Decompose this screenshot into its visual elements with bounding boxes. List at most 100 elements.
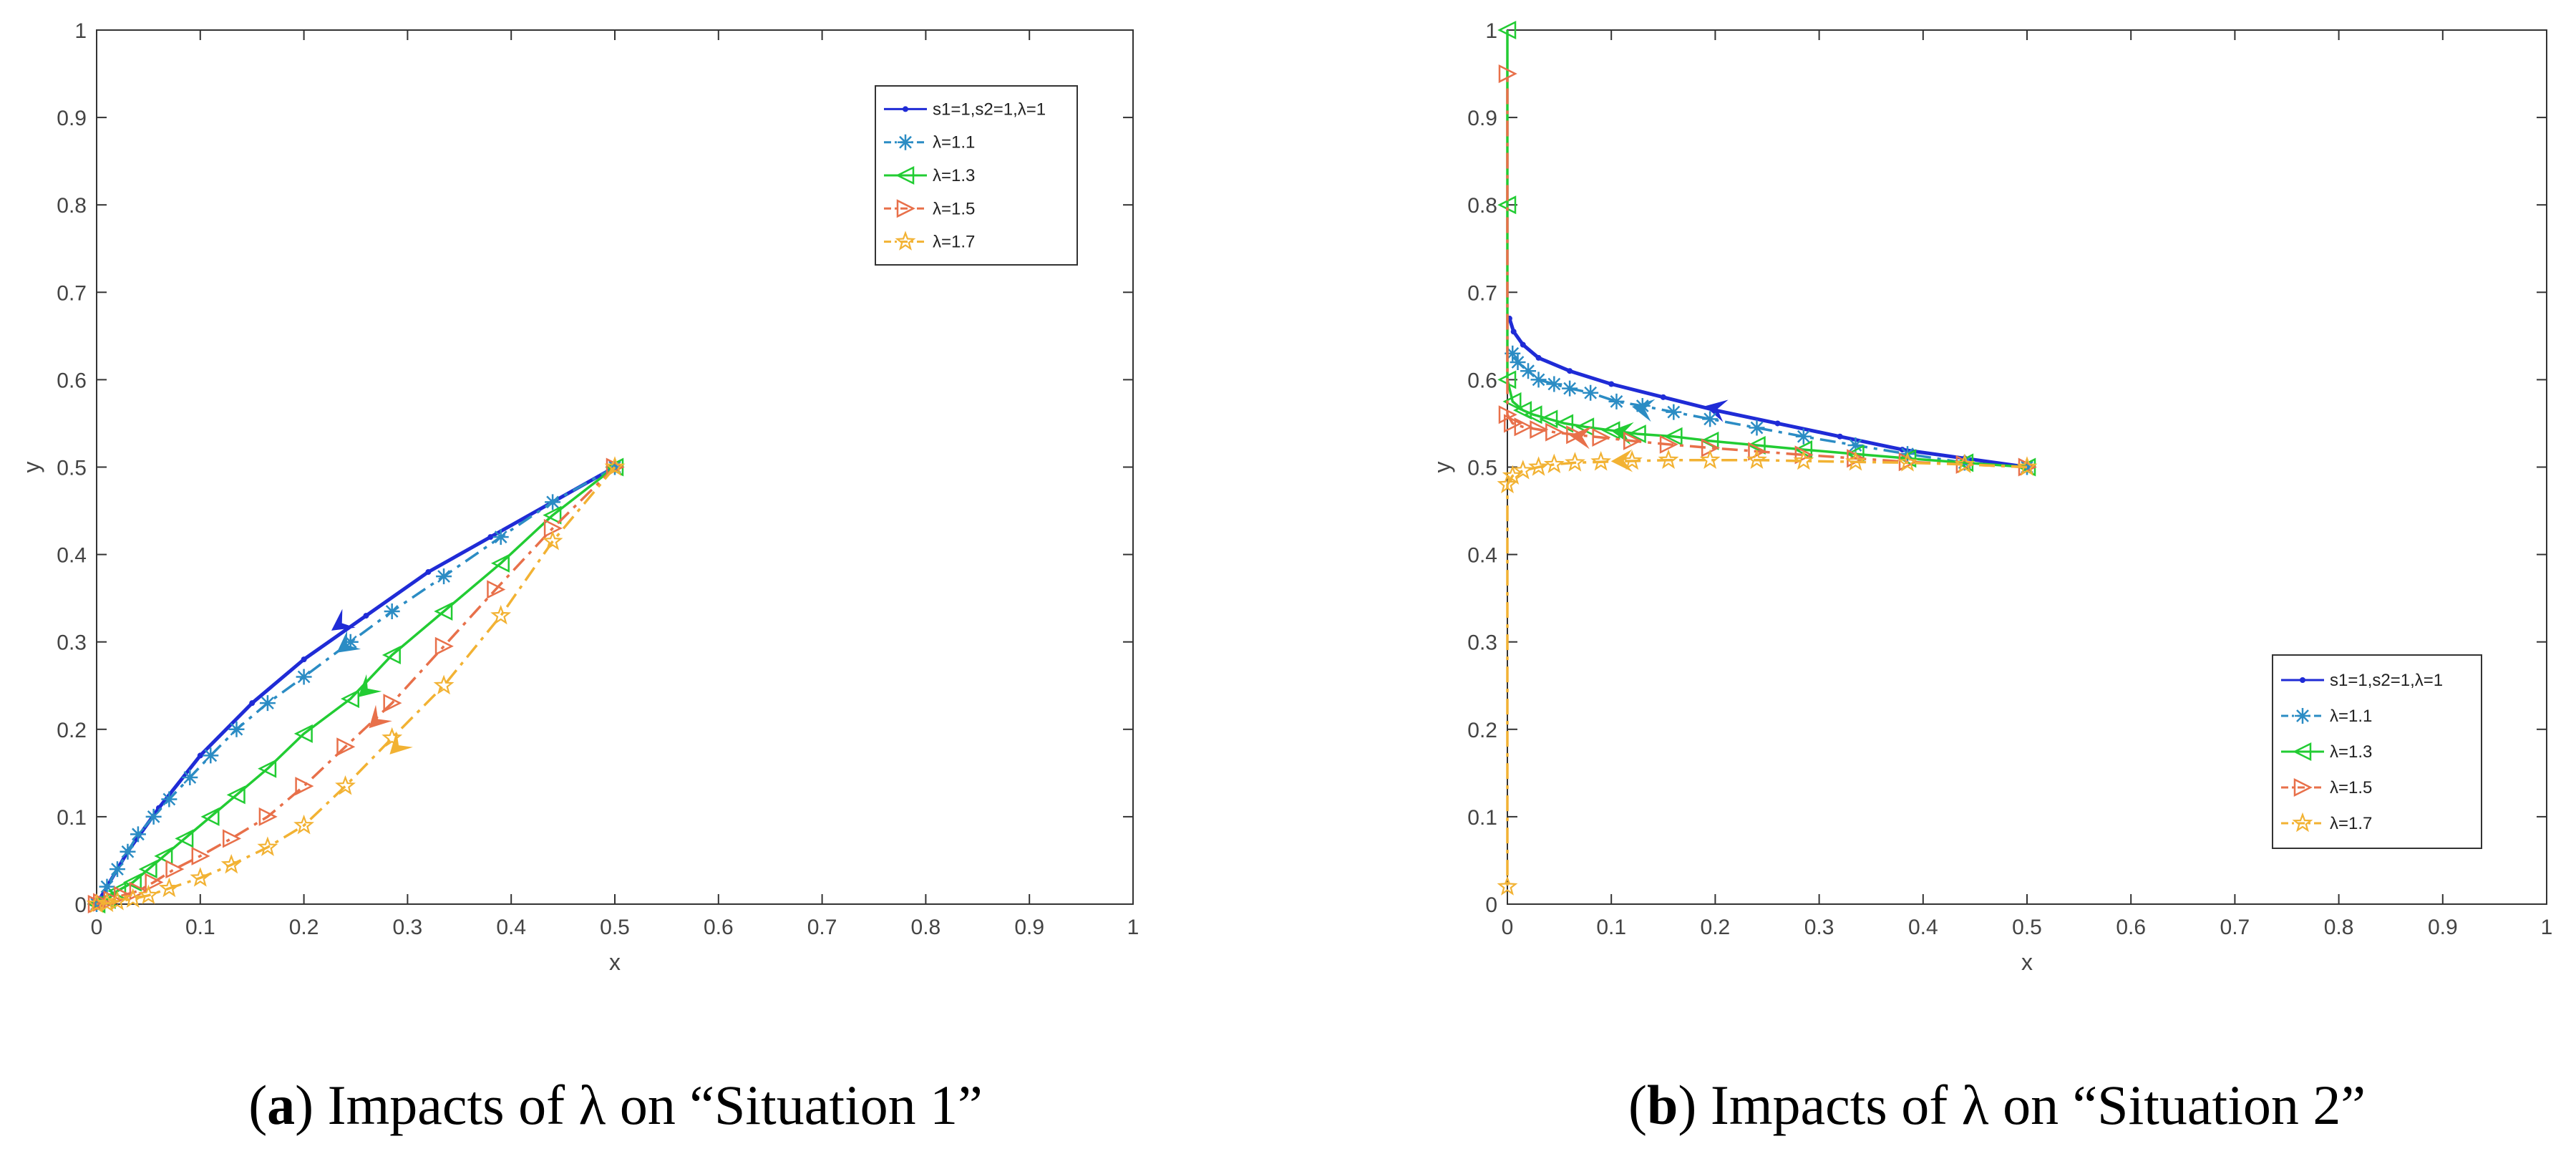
series-b-4 [1497,449,2038,896]
data-point-a-1 [145,808,162,825]
data-point-a-2 [154,846,173,865]
series-a-4 [86,456,626,913]
data-point-a-4 [490,604,512,625]
x-tick-label-b: 0.9 [2428,916,2458,939]
data-point-a-4 [86,893,107,913]
panel-b: 0 0.1 0.2 0.3 0.4 0.5 0.6 0.7 0.8 0.9 1 0 0.1 0.2 0.3 0… [1429,19,2552,975]
data-point-b-4 [1590,451,1612,471]
y-axis-label-b: y [1429,462,1455,473]
data-point-a-3 [336,737,356,757]
y-tick-label-b: 1 [1485,19,1497,43]
data-point-b-2 [1627,425,1646,444]
legend-label-b-0: s1=1,s2=1,λ=1 [2330,671,2443,690]
data-point-a-1 [296,669,312,685]
legend-a: s1=1,s2=1,λ=1 λ=1.1 λ=1.3 λ=1.5 λ=1.7 [875,85,1078,266]
x-tick-label-a: 0 [91,916,103,939]
data-point-b-4 [1793,450,1814,470]
direction-arrow-b-2 [1610,422,1634,445]
y-tick-label-b: 0.9 [1467,107,1497,130]
caption-b-label: b [1647,1074,1678,1136]
data-point-a-1 [109,861,125,878]
data-point-b-1 [1505,345,1521,362]
data-point-b-4 [1502,465,1523,485]
data-point-b-0 [1837,433,1843,440]
series-line-b-4 [1506,458,2028,887]
data-point-a-4 [220,853,242,874]
data-point-a-1 [259,695,276,712]
legend-marker-b [2300,677,2305,683]
data-point-a-1 [99,878,115,895]
series-b-3 [1498,64,2037,477]
data-point-a-4 [97,892,117,913]
data-point-a-4 [122,888,144,908]
x-tick-label-b: 0.5 [2012,916,2042,939]
legend-marker-b [2293,742,2312,762]
data-point-a-2 [175,829,194,848]
legend-label-b-1: λ=1.1 [2330,707,2372,726]
series-line-a-3 [96,466,616,906]
y-tick-label-a: 0.5 [57,457,87,480]
data-point-b-1 [1546,376,1562,392]
data-point-a-1 [130,826,146,843]
data-point-b-0 [1535,354,1542,361]
direction-arrow-b-4 [1610,449,1633,472]
data-point-a-2 [122,873,142,892]
data-point-a-3 [191,846,210,865]
x-tick-label-b: 1 [2541,916,2553,939]
x-tick-label-b: 0.8 [2324,916,2354,939]
x-tick-label-b: 0.6 [2116,916,2146,939]
series-a-1 [89,459,623,912]
data-point-b-4 [1528,456,1550,476]
data-point-a-0 [249,700,256,707]
data-point-b-1 [1520,363,1537,379]
y-tick-label-a: 1 [74,19,87,43]
data-point-a-4 [138,884,159,905]
caption-b-text: Impacts of λ on “Situation 2” [1711,1074,2366,1136]
data-point-a-4 [107,891,128,911]
data-point-a-4 [604,456,626,476]
data-point-b-1 [1749,419,1765,436]
data-point-b-4 [1658,449,1679,469]
legend-label-a-2: λ=1.3 [933,166,975,185]
data-point-b-4 [1844,451,1866,471]
x-tick-label-a: 0.7 [807,916,837,939]
data-point-a-1 [384,603,400,619]
direction-arrow-a-4 [389,731,413,755]
data-point-b-1 [1562,380,1578,397]
data-point-a-1 [120,843,136,860]
data-point-a-2 [226,785,246,805]
data-point-b-2 [1512,401,1532,420]
data-point-a-2 [340,689,360,709]
data-point-b-4 [1497,875,1518,896]
data-point-a-1 [342,634,359,650]
data-point-a-1 [203,747,219,764]
y-tick-label-a: 0 [74,893,87,917]
data-point-a-3 [145,873,164,892]
data-point-a-4 [335,775,356,795]
legend-marker-b [2293,777,2313,797]
data-point-b-1 [1795,428,1812,445]
x-tick-label-a: 0.4 [496,916,526,939]
data-point-b-1 [1702,411,1719,427]
data-point-b-2 [1555,414,1574,433]
data-point-b-4 [1897,452,1918,472]
legend-marker-a [896,199,915,218]
data-point-b-1 [1510,354,1526,370]
data-point-b-4 [1565,452,1585,472]
data-point-a-4 [293,814,314,835]
data-point-a-4 [433,674,455,695]
x-tick-label-a: 1 [1127,916,1139,939]
legend-marker-b [2292,812,2313,833]
series-line-a-2 [96,466,616,906]
data-point-b-3 [1530,419,1549,440]
data-point-b-1 [1847,437,1864,453]
x-tick-label-b: 0 [1502,916,1514,939]
data-point-a-4 [257,836,278,856]
legend-marker-a [895,165,915,185]
direction-arrow-b-3 [1569,426,1593,450]
data-point-b-1 [1666,404,1682,420]
data-point-a-3 [222,829,242,848]
x-tick-label-a: 0.6 [704,916,734,939]
series-a-2 [87,457,624,914]
series-line-a-4 [96,466,616,906]
